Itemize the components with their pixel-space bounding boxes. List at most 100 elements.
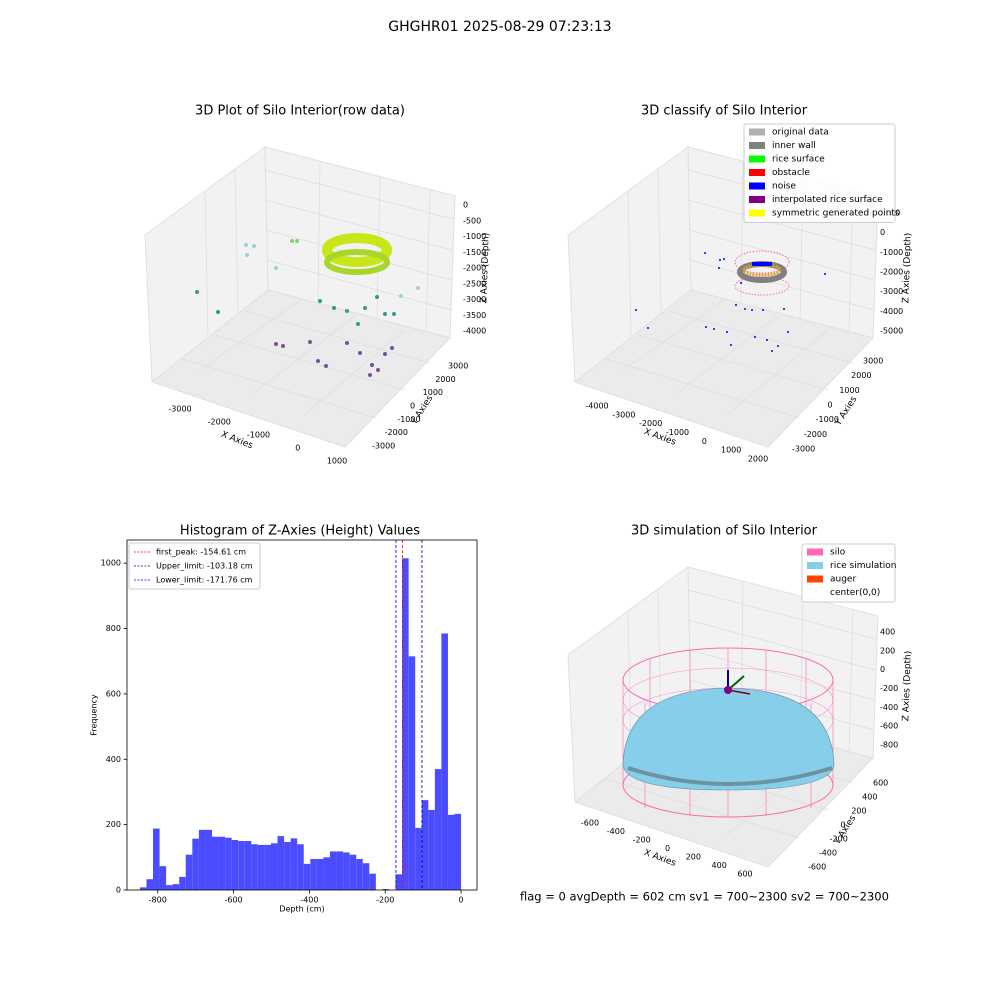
z-tick-label: 200 (880, 646, 895, 655)
bar (251, 844, 258, 890)
chart-title: Histogram of Z-Axies (Height) Values (180, 524, 420, 539)
y-tick-label: 600 (873, 779, 888, 788)
legend-swatch (749, 182, 765, 190)
bar (402, 558, 409, 890)
bar (343, 852, 350, 890)
legend-label: inner wall (772, 141, 816, 151)
y-tick-label: -600 (808, 863, 826, 872)
bar (218, 836, 226, 890)
axis-label: Z Axies (Depth) (901, 651, 913, 722)
bar (441, 633, 448, 890)
bar (310, 858, 317, 890)
x-tick-label: -800 (149, 896, 167, 905)
bar (166, 885, 173, 890)
legend-label: obstacle (772, 168, 810, 178)
y-tick-label: 200 (851, 807, 866, 816)
z-tick-label: -1000 (463, 232, 486, 241)
z-tick-label: -400 (880, 703, 898, 712)
y-tick-label: 2000 (435, 375, 455, 384)
z-tick-label: -4000 (463, 327, 486, 336)
x-axis-label: Depth (cm) (279, 905, 324, 914)
z-tick-label: -2000 (463, 264, 486, 273)
y-axis-label: Frequency (90, 694, 99, 736)
legend-label: original data (772, 128, 829, 138)
status-text: flag = 0 avgDepth = 602 cm sv1 = 700~230… (520, 890, 889, 904)
x-tick-label: 0 (459, 896, 464, 905)
z-tick-label: -3500 (463, 311, 486, 320)
z-tick-label: -2500 (463, 279, 486, 288)
y-tick-label: -1000 (397, 415, 420, 424)
bar (238, 840, 245, 890)
bar (284, 841, 291, 890)
bar (270, 843, 278, 890)
bar (362, 863, 370, 890)
axes-frame (126, 539, 478, 891)
y-tick-label: 0 (410, 402, 415, 411)
bar (395, 874, 403, 890)
bar (297, 844, 304, 890)
z-tick-label: -1500 (463, 248, 486, 257)
z-tick-label: 0 (880, 228, 885, 237)
z-tick-label: -4000 (880, 307, 903, 316)
x-tick-label: -4000 (585, 402, 608, 411)
y-tick-label: 600 (106, 689, 121, 698)
axes-3d-box (144, 146, 456, 448)
chart-title: 3D simulation of Silo Interior (631, 524, 818, 539)
y-tick-label: -3000 (372, 442, 395, 451)
x-tick-label: -2000 (208, 418, 231, 427)
legend-swatch (749, 142, 765, 149)
z-tick-label: -500 (463, 216, 481, 225)
x-tick-label: -600 (581, 819, 599, 828)
y-tick-label: 3000 (448, 362, 468, 371)
x-tick-label: -200 (376, 896, 394, 905)
z-tick-label: -3000 (880, 287, 903, 296)
bar (192, 838, 199, 890)
bar (290, 838, 298, 890)
bar (415, 827, 422, 890)
y-tick-label: 3000 (863, 357, 883, 366)
x-tick-label: -1000 (247, 431, 270, 440)
bar (356, 858, 363, 890)
bar (421, 800, 429, 890)
legend-box (801, 543, 896, 603)
legend-swatch (749, 196, 765, 203)
bar (185, 854, 193, 890)
legend-box (743, 123, 896, 223)
bar (211, 836, 219, 890)
bar (159, 866, 167, 890)
legend-swatch (749, 128, 765, 136)
x-tick-label: 200 (686, 853, 701, 862)
axis-label: X Axies (642, 848, 677, 869)
bar (316, 858, 324, 890)
silo-simulation (622, 647, 835, 818)
x-tick-label: -200 (633, 836, 651, 845)
bar (454, 813, 462, 890)
y-tick-label: 1000 (101, 559, 121, 568)
z-tick-label: -200 (880, 684, 898, 693)
bar (198, 829, 206, 890)
axis-label: Y Axies (833, 395, 859, 429)
legend-label: first_peak: -154.61 cm (156, 548, 246, 557)
z-tick-label: 0 (463, 201, 468, 210)
bar (205, 829, 212, 890)
chart-title: 3D Plot of Silo Interior(row data) (195, 104, 405, 119)
x-tick-label: -600 (224, 896, 242, 905)
bar (179, 876, 186, 890)
bar (146, 879, 154, 890)
z-tick-label: -3000 (463, 295, 486, 304)
bar (336, 851, 344, 890)
y-tick-label: 1000 (839, 386, 859, 395)
legend-label: noise (772, 182, 796, 192)
bar (323, 857, 330, 890)
y-tick-label: 1000 (423, 388, 443, 397)
legend-box (128, 542, 261, 590)
bar (277, 836, 285, 890)
chart-title: 3D classify of Silo Interior (641, 104, 808, 119)
bar (303, 863, 311, 890)
legend-label: rice simulation (830, 561, 896, 571)
figure-title: GHGHR01 2025-08-29 07:23:13 (388, 19, 611, 35)
z-tick-label: 0 (880, 665, 885, 674)
legend-swatch (749, 209, 765, 217)
legend-label: silo (830, 548, 846, 558)
